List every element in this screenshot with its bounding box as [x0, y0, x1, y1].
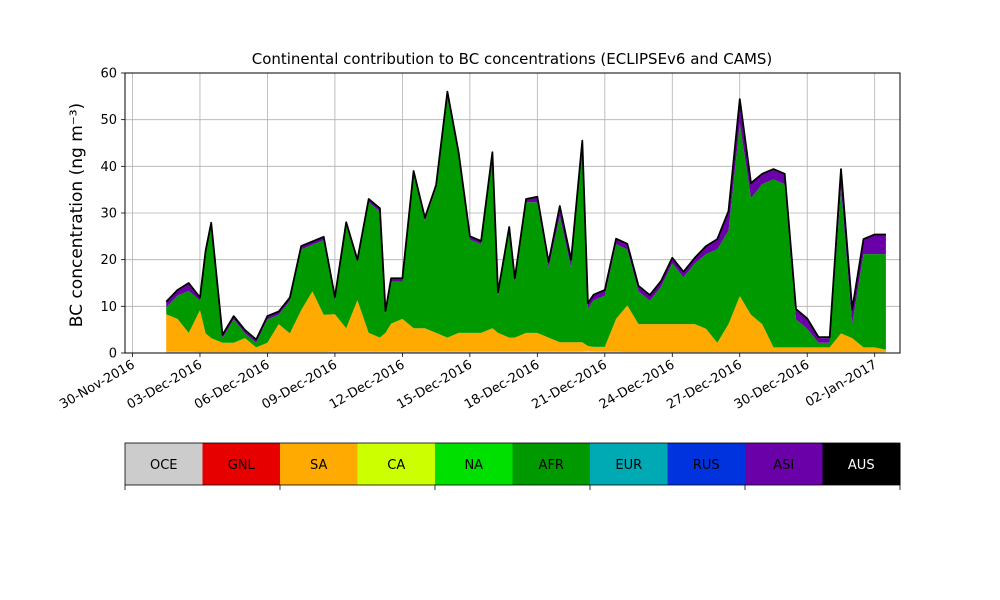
- x-tick-label: 12-Dec-2016: [327, 357, 407, 412]
- legend-label-sa: SA: [310, 458, 327, 473]
- y-tick-label: 60: [100, 67, 117, 82]
- y-tick-label: 0: [109, 347, 117, 362]
- x-tick-label: 15-Dec-2016: [394, 357, 474, 412]
- legend-label-eur: EUR: [615, 458, 642, 473]
- x-tick-label: 06-Dec-2016: [192, 357, 272, 412]
- x-tick-label: 03-Dec-2016: [125, 357, 205, 412]
- total-outline: [165, 90, 886, 341]
- total-line: [165, 90, 886, 341]
- legend-swatch-gnl: [202, 443, 281, 485]
- x-tick-label: 09-Dec-2016: [260, 357, 340, 412]
- area-sa: [166, 291, 886, 353]
- y-axis-label: BC concentration (ng m⁻³): [67, 103, 87, 327]
- legend-swatch-eur: [590, 443, 668, 485]
- x-tick-label: 30-Nov-2016: [57, 357, 137, 412]
- area-afr: [166, 94, 886, 350]
- legend-swatch-sa: [280, 443, 358, 485]
- legend-label-rus: RUS: [693, 458, 720, 473]
- legend-swatch-asi: [745, 443, 823, 485]
- y-tick-label: 50: [100, 113, 117, 128]
- legend-label-aus: AUS: [848, 458, 875, 473]
- chart-title: Continental contribution to BC concentra…: [252, 50, 773, 68]
- legend-swatch-rus: [667, 443, 746, 485]
- legend-frame: [124, 442, 901, 486]
- x-tick-label: 18-Dec-2016: [462, 357, 542, 412]
- y-tick-label: 30: [100, 207, 117, 222]
- legend-label-asi: ASI: [773, 458, 794, 473]
- y-tick-label: 20: [100, 253, 117, 268]
- x-tick-label: 24-Dec-2016: [597, 357, 677, 412]
- stacked-areas: [166, 91, 886, 353]
- legend-label-gnl: GNL: [228, 458, 256, 473]
- legend-swatch-aus: [822, 443, 901, 485]
- legend-swatch-afr: [512, 443, 591, 485]
- legend-label-na: NA: [464, 458, 483, 473]
- legend-label-afr: AFR: [539, 458, 564, 473]
- y-tick-label: 40: [100, 160, 117, 175]
- legend-label-ca: CA: [387, 458, 405, 473]
- colorbar-legend: OCE GNL SA CA NA AFR EUR RUS ASI AUS: [124, 442, 901, 490]
- x-tick-label: 02-Jan-2017: [803, 357, 880, 410]
- x-tick-label: 30-Dec-2016: [732, 357, 812, 412]
- legend-swatch-na: [435, 443, 513, 485]
- legend-swatch-ca: [357, 443, 436, 485]
- legend-swatch-oce: [125, 443, 203, 485]
- area-oce: [166, 350, 886, 353]
- x-tick-label: 27-Dec-2016: [664, 357, 744, 412]
- legend-label-oce: OCE: [150, 458, 178, 473]
- y-tick-label: 10: [100, 300, 117, 315]
- x-tick-label: 21-Dec-2016: [529, 357, 609, 412]
